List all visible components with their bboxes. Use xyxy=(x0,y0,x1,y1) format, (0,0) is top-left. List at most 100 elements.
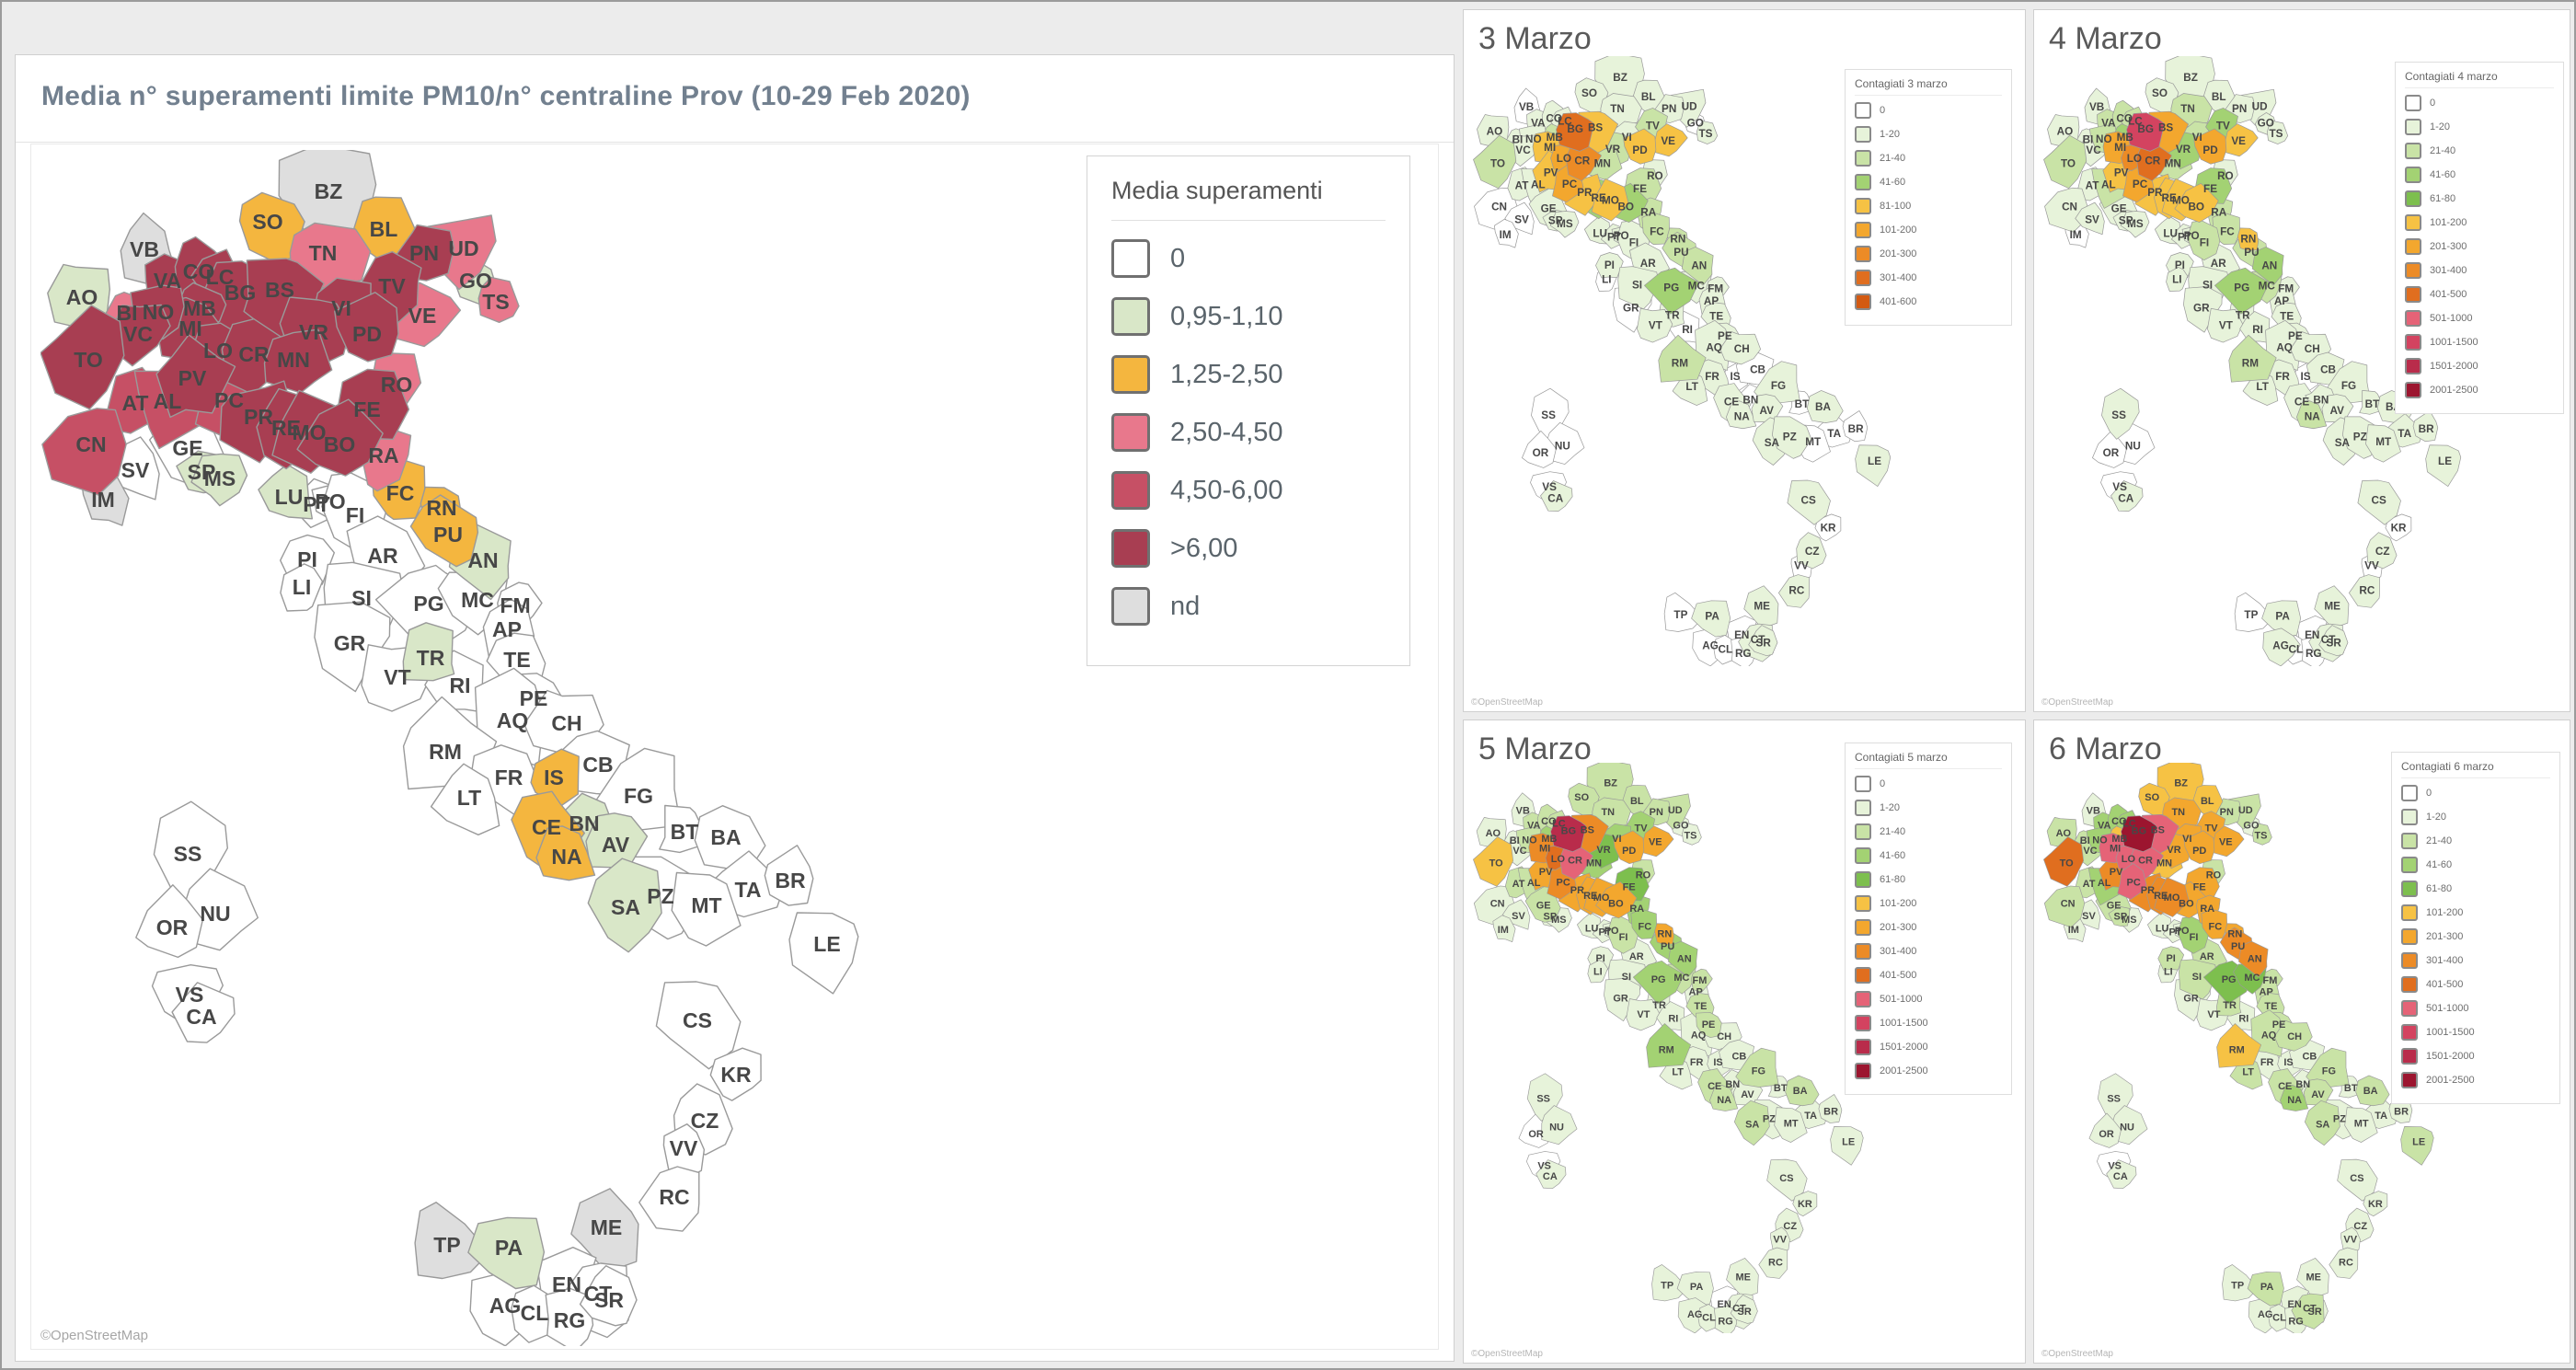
province-IM[interactable] xyxy=(1492,915,1516,942)
province-PD[interactable] xyxy=(1613,830,1645,864)
legend-item[interactable]: 0 xyxy=(1855,102,2002,119)
province-MT[interactable] xyxy=(1774,1107,1808,1143)
legend-item[interactable]: 501-1000 xyxy=(1855,991,2002,1007)
province-ME[interactable] xyxy=(570,1188,639,1273)
province-TP[interactable] xyxy=(2234,592,2273,632)
province-CR[interactable] xyxy=(221,318,293,396)
legend-item[interactable]: 101-200 xyxy=(2401,904,2550,921)
province-TO[interactable] xyxy=(2043,134,2087,190)
province-CN[interactable] xyxy=(41,408,127,496)
province-BR[interactable] xyxy=(1818,1094,1843,1123)
province-PZ[interactable] xyxy=(1772,416,1812,459)
province-SA[interactable] xyxy=(587,858,662,953)
province-PG[interactable] xyxy=(1644,267,1699,315)
province-CS[interactable] xyxy=(1787,479,1831,525)
legend-item[interactable]: 2001-2500 xyxy=(1855,1063,2002,1079)
province-MS[interactable] xyxy=(2120,211,2150,238)
province-LT[interactable] xyxy=(430,763,500,835)
legend-item[interactable]: 21-40 xyxy=(2401,833,2550,849)
province-BA[interactable] xyxy=(1806,390,1844,423)
province-LI[interactable] xyxy=(2166,267,2189,292)
province-CA[interactable] xyxy=(2110,480,2144,512)
province-SR[interactable] xyxy=(579,1265,638,1327)
province-SR[interactable] xyxy=(1730,1295,1758,1324)
province-PE[interactable] xyxy=(1696,1011,1722,1039)
province-RM[interactable] xyxy=(1646,1023,1692,1068)
legend-item[interactable]: 1501-2000 xyxy=(1855,1039,2002,1055)
legend-item[interactable]: 41-60 xyxy=(1855,174,2002,190)
province-MS[interactable] xyxy=(190,453,248,507)
province-BR[interactable] xyxy=(764,845,814,906)
province-TP[interactable] xyxy=(2222,1264,2259,1302)
province-MN[interactable] xyxy=(263,328,333,394)
province-KR[interactable] xyxy=(709,1047,762,1101)
province-NA[interactable] xyxy=(2296,400,2328,430)
province-TO[interactable] xyxy=(1473,134,1517,190)
province-TO[interactable] xyxy=(1473,836,1514,887)
legend-item[interactable]: 1-20 xyxy=(2401,809,2550,825)
province-PV[interactable] xyxy=(155,334,236,419)
legend-item[interactable]: 501-1000 xyxy=(2405,310,2554,327)
province-MT[interactable] xyxy=(2344,1107,2378,1143)
legend-item[interactable]: 401-600 xyxy=(1855,294,2002,310)
legend-item[interactable]: 61-80 xyxy=(1855,871,2002,888)
legend-item[interactable]: 41-60 xyxy=(2405,167,2554,183)
province-MO[interactable] xyxy=(2154,877,2190,917)
legend-item[interactable]: 401-500 xyxy=(1855,967,2002,984)
province-LE[interactable] xyxy=(788,912,859,995)
province-CS[interactable] xyxy=(2357,479,2401,525)
province-BG[interactable] xyxy=(1550,815,1587,853)
legend-item[interactable]: 301-400 xyxy=(1855,943,2002,960)
province-RM[interactable] xyxy=(2228,334,2277,383)
province-LU[interactable] xyxy=(258,463,313,520)
province-TP[interactable] xyxy=(1663,592,1703,632)
province-RN[interactable] xyxy=(2237,227,2260,251)
legend-item[interactable]: 0,95-1,10 xyxy=(1111,297,1386,336)
province-CR[interactable] xyxy=(2135,142,2172,181)
province-SA[interactable] xyxy=(2304,1099,2340,1146)
province-FC[interactable] xyxy=(1641,212,1670,246)
legend-item[interactable]: 1001-1500 xyxy=(2401,1024,2550,1041)
province-CA[interactable] xyxy=(1535,1159,1567,1189)
province-LE[interactable] xyxy=(2400,1126,2434,1166)
legend-item[interactable]: nd xyxy=(1111,587,1386,626)
province-AN[interactable] xyxy=(2238,940,2269,978)
province-PG[interactable] xyxy=(1632,960,1685,1005)
province-SV[interactable] xyxy=(2075,201,2105,236)
province-CH[interactable] xyxy=(2273,1019,2313,1052)
legend-item[interactable]: 1-20 xyxy=(1855,126,2002,143)
province-MT[interactable] xyxy=(2365,424,2401,463)
legend-item[interactable]: 101-200 xyxy=(1855,895,2002,912)
province-PD[interactable] xyxy=(334,292,399,363)
province-BG[interactable] xyxy=(2121,815,2157,853)
province-MT[interactable] xyxy=(671,871,742,947)
province-RM[interactable] xyxy=(2216,1023,2262,1068)
province-PD[interactable] xyxy=(2183,830,2215,864)
legend-item[interactable]: 401-500 xyxy=(2405,286,2554,303)
province-RC[interactable] xyxy=(2349,574,2380,608)
province-AN[interactable] xyxy=(1668,940,1698,978)
province-KR[interactable] xyxy=(1792,1191,1818,1217)
province-CH[interactable] xyxy=(1719,331,1762,365)
province-ME[interactable] xyxy=(1743,585,1779,629)
province-TS[interactable] xyxy=(2252,823,2272,846)
province-FG[interactable] xyxy=(1754,361,1800,404)
province-BO[interactable] xyxy=(296,398,384,477)
province-TO[interactable] xyxy=(2043,836,2085,887)
legend-item[interactable]: 0 xyxy=(2401,785,2550,801)
province-NU[interactable] xyxy=(1541,1105,1578,1146)
legend-item[interactable]: 101-200 xyxy=(1855,222,2002,238)
province-OR[interactable] xyxy=(2088,1112,2122,1148)
province-RN[interactable] xyxy=(1654,923,1674,946)
province-KR[interactable] xyxy=(2385,513,2412,542)
province-PA[interactable] xyxy=(1691,600,1731,638)
province-RC[interactable] xyxy=(1758,1247,1788,1279)
province-FC[interactable] xyxy=(1630,908,1658,939)
province-BG[interactable] xyxy=(1556,112,1594,152)
province-LE[interactable] xyxy=(2425,444,2462,487)
province-TO[interactable] xyxy=(40,305,125,410)
